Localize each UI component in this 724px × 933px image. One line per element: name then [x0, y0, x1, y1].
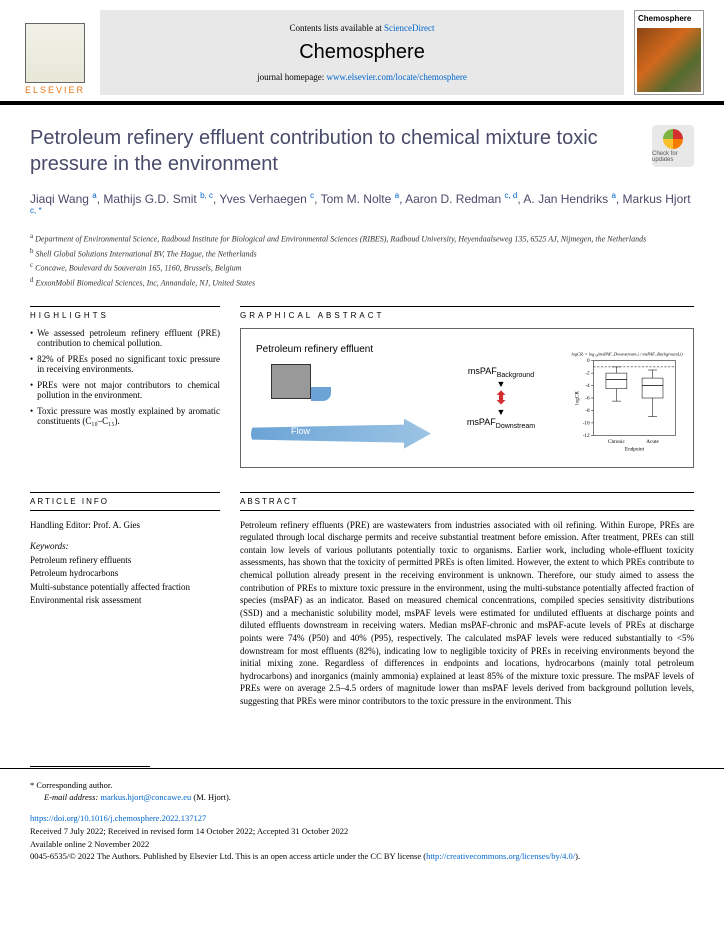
license-link[interactable]: http://creativecommons.org/licenses/by/4… [426, 851, 575, 861]
keyword-item: Petroleum hydrocarbons [30, 567, 220, 581]
elsevier-tree-icon [25, 23, 85, 83]
ga-diagram: Petroleum refinery effluent Flow [251, 339, 431, 457]
svg-text:Acute: Acute [646, 438, 659, 444]
check-updates-button[interactable]: Check for updates [652, 125, 694, 167]
journal-cover: Chemosphere [634, 10, 704, 95]
article-info: ARTICLE INFO Handling Editor: Prof. A. G… [30, 492, 220, 708]
svg-text:Endpoint: Endpoint [625, 446, 645, 452]
highlights-section: HIGHLIGHTS We assessed petroleum refiner… [30, 306, 220, 426]
contents-prefix: Contents lists available at [290, 23, 384, 33]
keywords-list: Petroleum refinery effluentsPetroleum hy… [30, 554, 220, 608]
footer: * Corresponding author. E-mail address: … [0, 768, 724, 878]
doi-link[interactable]: https://doi.org/10.1016/j.chemosphere.20… [30, 812, 694, 825]
svg-text:-4: -4 [585, 383, 590, 389]
svg-text:-6: -6 [585, 395, 590, 401]
svg-text:-2: -2 [585, 370, 590, 376]
highlight-item: PREs were not major contributors to chem… [30, 380, 220, 400]
article-title: Petroleum refinery effluent contribution… [30, 125, 642, 177]
refinery-icon [271, 364, 311, 399]
email-label: E-mail address: [44, 792, 100, 802]
graphical-abstract-label: GRAPHICAL ABSTRACT [240, 311, 694, 320]
formula: logCRᵢ = log₁₀(msPAF_Downstream,i / msPA… [571, 351, 683, 357]
svg-text:logCR: logCR [574, 390, 580, 404]
publisher-name: ELSEVIER [25, 85, 85, 95]
email-link[interactable]: markus.hjort@concawe.eu [100, 792, 191, 802]
header-center: Contents lists available at ScienceDirec… [100, 10, 624, 95]
corresponding-author: * Corresponding author. E-mail address: … [30, 779, 694, 805]
cover-image [637, 28, 701, 92]
homepage-line: journal homepage: www.elsevier.com/locat… [257, 72, 467, 82]
graphical-abstract: Petroleum refinery effluent Flow msPAFBa… [240, 328, 694, 468]
article-info-label: ARTICLE INFO [30, 492, 220, 511]
svg-text:-10: -10 [583, 420, 590, 426]
highlight-item: We assessed petroleum refinery effluent … [30, 328, 220, 348]
handling-editor: Handling Editor: Prof. A. Gies [30, 519, 220, 533]
highlights-list: We assessed petroleum refinery effluent … [30, 328, 220, 426]
highlights-label: HIGHLIGHTS [30, 311, 220, 320]
ga-boxplot: logCRᵢ = log₁₀(msPAF_Downstream,i / msPA… [571, 339, 683, 457]
keywords-label: Keywords: [30, 540, 220, 554]
keyword-item: Petroleum refinery effluents [30, 554, 220, 568]
ga-middle: msPAFBackground ▼ ⬍ ▼ msPAFDownstream [446, 366, 556, 430]
sciencedirect-link[interactable]: ScienceDirect [384, 23, 434, 33]
flow-label: Flow [291, 426, 310, 436]
authors-list: Jiaqi Wang a, Mathijs G.D. Smit b, c, Yv… [30, 191, 694, 221]
journal-header: ELSEVIER Contents lists available at Sci… [0, 0, 724, 95]
copyright: 0045-6535/© 2022 The Authors. Published … [30, 850, 694, 863]
svg-text:-12: -12 [583, 432, 590, 438]
check-updates-label: Check for updates [652, 151, 694, 163]
pipe-icon [311, 387, 331, 401]
crossmark-icon [663, 129, 683, 149]
affiliations: aDepartment of Environmental Science, Ra… [30, 231, 694, 290]
svg-text:Chronic: Chronic [608, 438, 625, 444]
corresponding-label: * Corresponding author. [30, 779, 694, 792]
highlight-item: 82% of PREs posed no significant toxic p… [30, 354, 220, 374]
highlight-item: Toxic pressure was mostly explained by a… [30, 406, 220, 426]
email-name: (M. Hjort). [191, 792, 231, 802]
svg-text:-8: -8 [585, 408, 590, 414]
homepage-link[interactable]: www.elsevier.com/locate/chemosphere [327, 72, 467, 82]
abstract-label: ABSTRACT [240, 492, 694, 511]
cover-title: Chemosphere [635, 11, 703, 26]
received-dates: Received 7 July 2022; Received in revise… [30, 825, 694, 838]
abstract-text: Petroleum refinery effluents (PRE) are w… [240, 519, 694, 708]
boxplot-svg: logCRᵢ = log₁₀(msPAF_Downstream,i / msPA… [571, 339, 683, 457]
homepage-prefix: journal homepage: [257, 72, 326, 82]
contents-line: Contents lists available at ScienceDirec… [290, 23, 435, 33]
online-date: Available online 2 November 2022 [30, 838, 694, 851]
journal-title: Chemosphere [299, 41, 425, 64]
abstract-section: ABSTRACT Petroleum refinery effluents (P… [240, 492, 694, 708]
graphical-abstract-section: GRAPHICAL ABSTRACT Petroleum refinery ef… [240, 306, 694, 468]
publisher-logo: ELSEVIER [20, 10, 90, 95]
mspaf-background: msPAFBackground [446, 366, 556, 379]
red-double-arrow-icon: ⬍ [446, 389, 556, 407]
mspaf-downstream: msPAFDownstream [446, 417, 556, 430]
svg-text:0: 0 [587, 358, 590, 364]
keyword-item: Multi-substance potentially affected fra… [30, 581, 220, 595]
flow-arrow-icon [251, 419, 431, 449]
keyword-item: Environmental risk assessment [30, 594, 220, 608]
ga-title: Petroleum refinery effluent [256, 344, 373, 355]
